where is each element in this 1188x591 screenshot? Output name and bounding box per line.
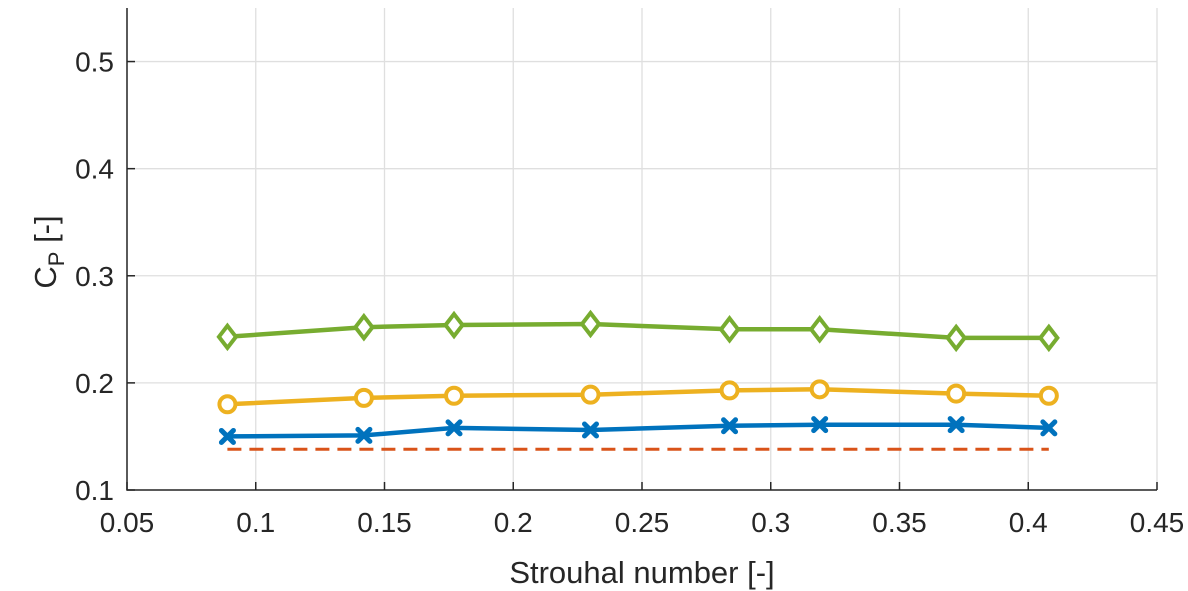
- data-point: [1040, 419, 1058, 437]
- series-1: [217, 379, 1059, 415]
- data-point: [808, 315, 831, 344]
- data-point: [1038, 385, 1059, 406]
- data-point: [946, 383, 967, 404]
- x-tick-label: 0.35: [872, 507, 927, 538]
- x-tick-label: 0.45: [1130, 507, 1185, 538]
- y-axis-label-main: C: [28, 266, 63, 288]
- series-layer: [216, 309, 1060, 451]
- data-point: [579, 309, 602, 339]
- data-point: [218, 427, 236, 445]
- data-point: [216, 322, 239, 352]
- x-tick-label: 0.2: [494, 507, 533, 538]
- data-point: [217, 394, 238, 415]
- y-axis-label: CP [-]: [28, 215, 69, 288]
- x-axis-label: Strouhal number [-]: [509, 555, 774, 590]
- tick-layer: 0.05 0.1 0.15 0.2 0.25 0.3 0.35 0.4 0.450.10.20.…: [75, 47, 1184, 538]
- data-point: [719, 380, 740, 401]
- grid-layer: [126, 8, 1158, 491]
- series-0: [216, 309, 1060, 353]
- y-tick-label: 0.3: [75, 261, 114, 292]
- data-point: [582, 421, 599, 439]
- data-point: [945, 323, 968, 353]
- y-tick-label: 0.4: [75, 154, 114, 185]
- data-point: [353, 387, 374, 408]
- data-point: [721, 417, 739, 435]
- x-tick-label: 0.4: [1009, 507, 1048, 538]
- data-point: [718, 315, 741, 344]
- series-0-line: [227, 321, 1049, 341]
- y-tick-label: 0.5: [75, 47, 114, 78]
- x-tick-label: 0.3: [751, 507, 790, 538]
- data-point: [809, 379, 830, 400]
- y-axis-label-sub: P: [44, 252, 69, 267]
- data-point: [580, 384, 601, 405]
- x-tick-label: 0.15: [357, 507, 412, 538]
- x-tick-label: 0.25: [615, 507, 670, 538]
- series-2: [218, 416, 1058, 445]
- data-point: [947, 416, 965, 434]
- series-2-line: [227, 422, 1049, 439]
- y-tick-label: 0.2: [75, 368, 114, 399]
- data-point: [811, 416, 829, 434]
- axes-layer: [126, 8, 1158, 491]
- data-point: [445, 419, 463, 437]
- data-point: [1037, 323, 1060, 353]
- data-point: [355, 426, 373, 444]
- data-point: [444, 385, 465, 406]
- data-point: [442, 310, 466, 340]
- x-tick-label: 0.05: [100, 507, 155, 538]
- y-axis-label-suffix: [-]: [28, 215, 63, 251]
- series-1-line: [227, 387, 1049, 407]
- x-tick-label: 0.1: [236, 507, 275, 538]
- data-point: [352, 312, 375, 342]
- y-tick-label: 0.1: [75, 475, 114, 506]
